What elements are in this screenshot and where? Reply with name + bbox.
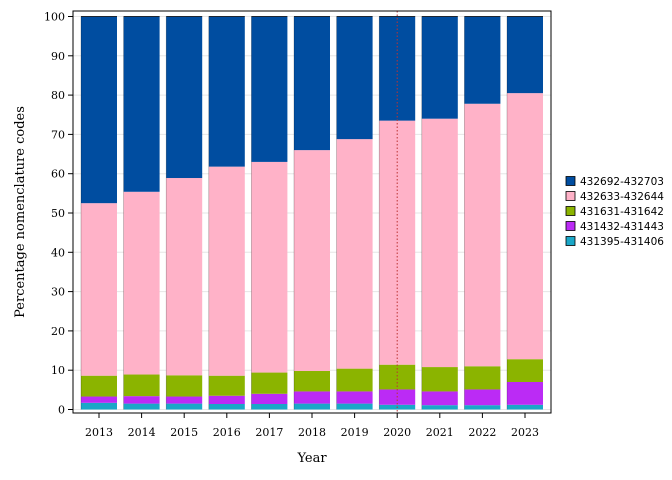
bar-segment xyxy=(294,16,330,151)
y-tick-label: 60 xyxy=(51,168,65,181)
x-tick-label: 2014 xyxy=(128,426,156,439)
legend-swatch xyxy=(565,206,576,216)
bar-segment xyxy=(81,203,117,376)
bar-segment xyxy=(336,368,373,392)
bar-segment xyxy=(166,403,203,410)
bar-segment xyxy=(421,16,458,119)
bar-segment xyxy=(507,16,543,94)
legend-swatch xyxy=(565,221,576,231)
bar-segment xyxy=(208,16,245,167)
bar-segment xyxy=(421,391,458,406)
bar-segment xyxy=(166,178,203,376)
bar-segment xyxy=(251,393,288,404)
legend-label: 432692-432703 xyxy=(580,176,664,188)
bar-segment xyxy=(336,16,373,140)
bar-segment xyxy=(507,381,543,405)
bar-segment xyxy=(251,372,288,394)
legend: 432692-432703 432633-432644 431631-431642 4… xyxy=(565,176,664,248)
y-tick-label: 50 xyxy=(51,207,65,220)
bar-segment xyxy=(81,375,117,397)
x-tick-label: 2018 xyxy=(298,426,326,439)
bar-segment xyxy=(336,391,373,404)
bar-segment xyxy=(507,404,543,410)
y-tick-label: 20 xyxy=(51,325,65,338)
bar-segment xyxy=(81,402,117,410)
bar-segment xyxy=(166,396,203,404)
legend-label: 432633-432644 xyxy=(580,191,664,203)
bar-segment xyxy=(464,389,501,406)
bar-segment xyxy=(251,16,288,162)
bar-segment xyxy=(294,150,330,371)
x-tick-label: 2013 xyxy=(85,426,113,439)
x-tick-label: 2023 xyxy=(511,426,539,439)
bar-segment xyxy=(336,139,373,369)
bar-segment xyxy=(294,403,330,410)
bar-segment xyxy=(464,366,501,390)
bar-segment xyxy=(166,375,203,397)
bar-segment xyxy=(123,374,160,397)
bar-segment xyxy=(208,395,245,404)
y-tick-label: 40 xyxy=(51,246,65,259)
bar-segment xyxy=(464,103,501,367)
y-tick-label: 0 xyxy=(58,404,65,417)
bars xyxy=(80,16,543,410)
bar-segment xyxy=(294,370,330,392)
y-axis: 0 10 20 30 40 50 60 70 80 90 100 xyxy=(44,11,73,417)
x-axis: 2013 2014 2015 2016 2017 2018 2019 2020 2021 2022… xyxy=(85,413,539,439)
y-tick-label: 100 xyxy=(44,11,65,24)
legend-label: 431395-431406 xyxy=(580,236,664,248)
bar-segment xyxy=(123,396,160,404)
y-tick-label: 30 xyxy=(51,286,65,299)
y-axis-title: Percentage nomenclature codes xyxy=(13,106,28,318)
bar-segment xyxy=(421,367,458,392)
bar-segment xyxy=(294,391,330,404)
bar-segment xyxy=(251,161,288,373)
x-tick-label: 2015 xyxy=(170,426,198,439)
bar-segment xyxy=(421,118,458,368)
x-tick-label: 2022 xyxy=(468,426,496,439)
x-tick-label: 2020 xyxy=(383,426,411,439)
bar-segment xyxy=(208,166,245,376)
legend-swatch xyxy=(565,176,576,186)
x-axis-title: Year xyxy=(296,451,327,466)
x-tick-label: 2021 xyxy=(426,426,454,439)
bar-segment xyxy=(507,93,543,360)
bar-segment xyxy=(464,405,501,410)
bar-segment xyxy=(123,191,160,375)
bar-segment xyxy=(464,16,501,104)
bar-segment xyxy=(81,16,117,204)
bar-segment xyxy=(123,403,160,410)
bar-segment xyxy=(251,404,288,410)
y-tick-label: 10 xyxy=(51,364,65,377)
x-tick-label: 2019 xyxy=(341,426,369,439)
bar-segment xyxy=(166,16,203,179)
bar-segment xyxy=(208,404,245,410)
bar-segment xyxy=(123,16,160,192)
y-tick-label: 70 xyxy=(51,128,65,141)
bar-segment xyxy=(421,405,458,410)
y-tick-label: 90 xyxy=(51,50,65,63)
legend-swatch xyxy=(565,191,576,201)
legend-label: 431432-431443 xyxy=(580,221,664,233)
legend-swatch xyxy=(565,236,576,246)
legend-label: 431631-431642 xyxy=(580,206,664,218)
bar-segment xyxy=(507,359,543,382)
x-tick-label: 2016 xyxy=(213,426,241,439)
bar-segment xyxy=(336,403,373,410)
bar-segment xyxy=(208,375,245,396)
bar-segment xyxy=(81,396,117,403)
y-tick-label: 80 xyxy=(51,89,65,102)
x-tick-label: 2017 xyxy=(255,426,283,439)
